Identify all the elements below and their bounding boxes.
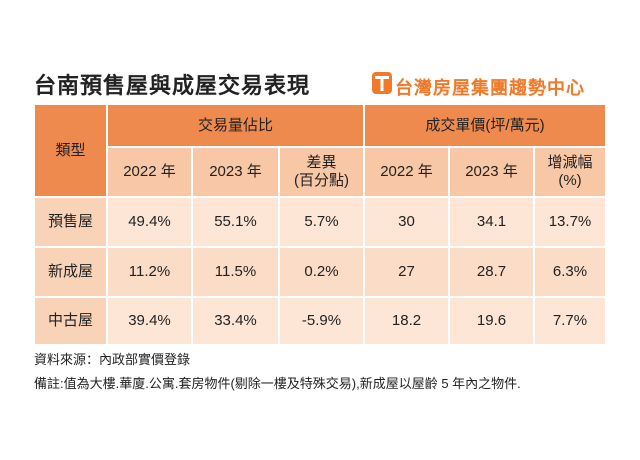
cell-text: 7.7% xyxy=(552,312,588,329)
sub-header: 2023 年 xyxy=(193,148,280,198)
row-header: 新成屋 xyxy=(35,248,108,298)
cell-text: 預售屋 xyxy=(47,213,93,230)
cell-text: 11.2% xyxy=(128,263,171,280)
cell-text: 0.2% xyxy=(304,263,339,280)
data-cell: 7.7% xyxy=(535,298,607,346)
data-cell: 11.5% xyxy=(193,248,280,298)
sub-header: 2022 年 xyxy=(108,148,193,198)
data-cell: 28.7 xyxy=(450,248,535,298)
group-header: 成交單價(坪/萬元) xyxy=(365,105,607,148)
data-cell: 18.2 xyxy=(365,298,450,346)
cell-text: 交易量佔比 xyxy=(197,116,273,134)
data-cell: 5.7% xyxy=(280,198,365,248)
cell-text: 成交單價(坪/萬元) xyxy=(425,116,545,134)
data-cell: 19.6 xyxy=(450,298,535,346)
row-header: 中古屋 xyxy=(35,298,108,346)
brand: 台灣房屋集團趨勢中心 xyxy=(395,78,585,98)
cell-text: (%) xyxy=(558,172,582,189)
cell-text: 28.7 xyxy=(476,263,507,280)
data-cell: 34.1 xyxy=(450,198,535,248)
corner-header: 類型 xyxy=(35,105,108,198)
cell-text: 類型 xyxy=(55,141,86,159)
cell-text: 2023 年 xyxy=(209,163,262,180)
cell-text: 30 xyxy=(398,213,415,230)
data-cell: 27 xyxy=(365,248,450,298)
group-header: 交易量佔比 xyxy=(108,105,365,148)
remark-note: 備註:值為大樓.華廈.公寓.套房物件(剔除一樓及特殊交易),新成屋以屋齡 5 年… xyxy=(34,376,521,391)
data-cell: -5.9% xyxy=(280,298,365,346)
source-note: 資料來源：內政部實價登錄 xyxy=(34,352,191,367)
sub-header: 增減幅 (%) xyxy=(535,148,607,198)
cell-text: 差異 xyxy=(306,154,337,171)
cell-text: 18.2 xyxy=(391,312,422,329)
cell-text: 55.1% xyxy=(214,213,257,230)
cell-text: 49.4% xyxy=(128,213,171,230)
cell-text: 新成屋 xyxy=(47,263,93,280)
cell-text: 33.4% xyxy=(214,312,257,329)
data-cell: 55.1% xyxy=(193,198,280,248)
cell-text: 增減幅 xyxy=(547,154,593,171)
data-cell: 11.2% xyxy=(108,248,193,298)
brand-logo xyxy=(372,72,392,94)
cell-text: 34.1 xyxy=(476,213,507,230)
data-cell: 49.4% xyxy=(108,198,193,248)
sub-header: 差異 (百分點) xyxy=(280,148,365,198)
cell-text: 2022 年 xyxy=(380,163,433,180)
cell-text: 6.3% xyxy=(552,263,588,280)
cell-text: 39.4% xyxy=(128,312,171,329)
cell-text: 2023 年 xyxy=(465,163,518,180)
data-cell: 39.4% xyxy=(108,298,193,346)
data-cell: 30 xyxy=(365,198,450,248)
row-header: 預售屋 xyxy=(35,198,108,248)
data-cell: 0.2% xyxy=(280,248,365,298)
cell-text: -5.9% xyxy=(301,312,342,329)
cell-text: 19.6 xyxy=(476,312,507,329)
cell-text: 2022 年 xyxy=(123,163,176,180)
cell-text: 27 xyxy=(398,263,415,280)
cell-text: 13.7% xyxy=(548,213,592,230)
cell-text: 5.7% xyxy=(304,213,339,230)
cell-text: (百分點) xyxy=(294,172,349,189)
data-cell: 6.3% xyxy=(535,248,607,298)
data-cell: 13.7% xyxy=(535,198,607,248)
sub-header: 2022 年 xyxy=(365,148,450,198)
data-cell: 33.4% xyxy=(193,298,280,346)
sub-header: 2023 年 xyxy=(450,148,535,198)
cell-text: 11.5% xyxy=(214,263,257,280)
cell-text: 中古屋 xyxy=(47,312,93,329)
title: 台南預售屋與成屋交易表現 xyxy=(34,73,311,98)
